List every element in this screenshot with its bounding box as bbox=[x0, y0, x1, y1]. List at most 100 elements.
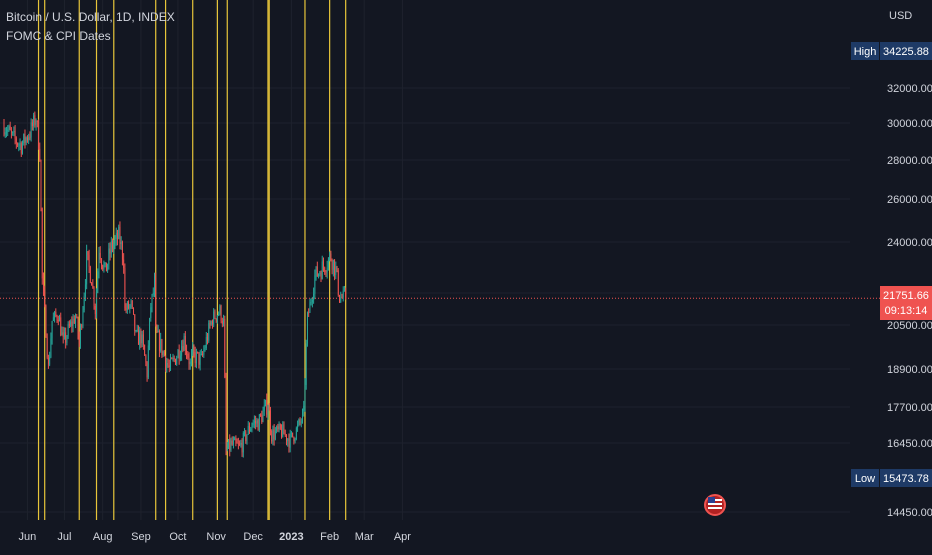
candle-body bbox=[204, 348, 206, 351]
candle-body bbox=[19, 143, 21, 145]
candle-body bbox=[134, 314, 136, 332]
y-tick-label: 30000.00 bbox=[887, 118, 932, 130]
candle-body bbox=[59, 317, 60, 322]
candle-body bbox=[49, 357, 51, 365]
candle-body bbox=[158, 331, 160, 351]
candle-body bbox=[283, 424, 285, 435]
candle-body bbox=[135, 331, 137, 333]
candle-body bbox=[55, 311, 57, 316]
candle-body bbox=[235, 438, 237, 443]
candle-body bbox=[210, 321, 212, 325]
candle-body bbox=[324, 267, 326, 273]
candle-body bbox=[139, 330, 141, 345]
candle-body bbox=[178, 349, 180, 360]
candle-body bbox=[23, 133, 25, 144]
candle-body bbox=[26, 137, 28, 141]
candle-body bbox=[329, 253, 331, 259]
candle-body bbox=[332, 259, 334, 270]
y-tick-label: 14450.00 bbox=[887, 507, 932, 519]
us-flag-icon[interactable] bbox=[704, 494, 726, 516]
candle-body bbox=[245, 431, 247, 442]
candle-body bbox=[60, 317, 62, 336]
high-tag-label: High bbox=[854, 46, 877, 58]
candle-body bbox=[263, 405, 265, 412]
candle-body bbox=[258, 414, 260, 431]
candle-body bbox=[228, 439, 229, 449]
candle-body bbox=[247, 425, 249, 435]
candle-body bbox=[165, 356, 167, 368]
candle-body bbox=[226, 448, 228, 450]
candle-body bbox=[163, 351, 165, 357]
candle-body bbox=[265, 400, 266, 406]
candle-body bbox=[61, 332, 63, 336]
candle-body bbox=[146, 362, 148, 378]
candle-body bbox=[100, 259, 102, 266]
candle-body bbox=[182, 346, 184, 351]
chart-legend: Bitcoin / U.S. Dollar, 1D, INDEX FOMC & … bbox=[6, 8, 175, 46]
low-tag-label: Low bbox=[855, 473, 875, 485]
low-tag-label-bg bbox=[851, 469, 879, 487]
candle-body bbox=[144, 345, 146, 356]
x-tick-label: Sep bbox=[131, 531, 151, 543]
candle-body bbox=[220, 305, 222, 321]
candle-body bbox=[223, 318, 225, 324]
candle-body bbox=[295, 427, 297, 439]
candle-body bbox=[187, 353, 189, 358]
candle-body bbox=[71, 321, 73, 326]
candle-body bbox=[115, 232, 117, 240]
candle-body bbox=[242, 432, 244, 453]
high-tag-value: 34225.88 bbox=[883, 46, 929, 58]
candle-body bbox=[92, 285, 94, 288]
candle-body bbox=[274, 431, 276, 440]
candle-body bbox=[13, 130, 15, 132]
chart-title: Bitcoin / U.S. Dollar, 1D, INDEX bbox=[6, 10, 175, 24]
candle-body bbox=[200, 353, 202, 355]
candle-body bbox=[121, 242, 123, 260]
candle-body bbox=[162, 351, 164, 355]
candle-body bbox=[167, 362, 169, 366]
candle-body bbox=[10, 130, 12, 133]
candle-body bbox=[213, 311, 215, 325]
candle-body bbox=[250, 428, 252, 432]
candle-body bbox=[51, 320, 53, 339]
candle-body bbox=[50, 338, 52, 358]
candle-body bbox=[298, 419, 300, 425]
candle-body bbox=[181, 346, 183, 356]
candle-body bbox=[124, 268, 126, 308]
candle-body bbox=[33, 115, 35, 127]
candle-body bbox=[271, 430, 273, 442]
candle-body bbox=[231, 440, 233, 445]
grid bbox=[0, 0, 850, 520]
candle-body bbox=[28, 137, 30, 141]
candle-body bbox=[255, 420, 257, 424]
candle-body bbox=[277, 426, 279, 430]
candle-body bbox=[281, 429, 282, 437]
candle-body bbox=[118, 226, 120, 239]
time-axis[interactable]: Jun Jul Aug Sep Oct Nov Dec 2023 Feb Mar Apr bbox=[19, 531, 412, 543]
candle-body bbox=[327, 258, 329, 268]
candle-body bbox=[40, 160, 42, 209]
candle-body bbox=[114, 239, 116, 244]
candle-body bbox=[81, 325, 83, 327]
candle-body bbox=[303, 405, 305, 411]
candle-body bbox=[314, 275, 316, 294]
candle-body bbox=[284, 434, 286, 436]
candle-body bbox=[129, 305, 131, 309]
candle-body bbox=[239, 443, 241, 445]
candle-body bbox=[140, 330, 142, 344]
candle-body bbox=[229, 439, 231, 451]
low-tag-value: 15473.78 bbox=[883, 473, 929, 485]
candle-body bbox=[300, 421, 302, 423]
candle-body bbox=[145, 355, 147, 363]
candle-body bbox=[20, 143, 22, 154]
candle-body bbox=[236, 442, 238, 444]
candle-body bbox=[138, 329, 139, 345]
candle-body bbox=[142, 334, 144, 346]
candles[interactable] bbox=[3, 111, 347, 458]
candle-body bbox=[343, 290, 345, 292]
candle-body bbox=[177, 349, 179, 358]
candle-body bbox=[193, 346, 195, 353]
candle-body bbox=[76, 316, 78, 318]
